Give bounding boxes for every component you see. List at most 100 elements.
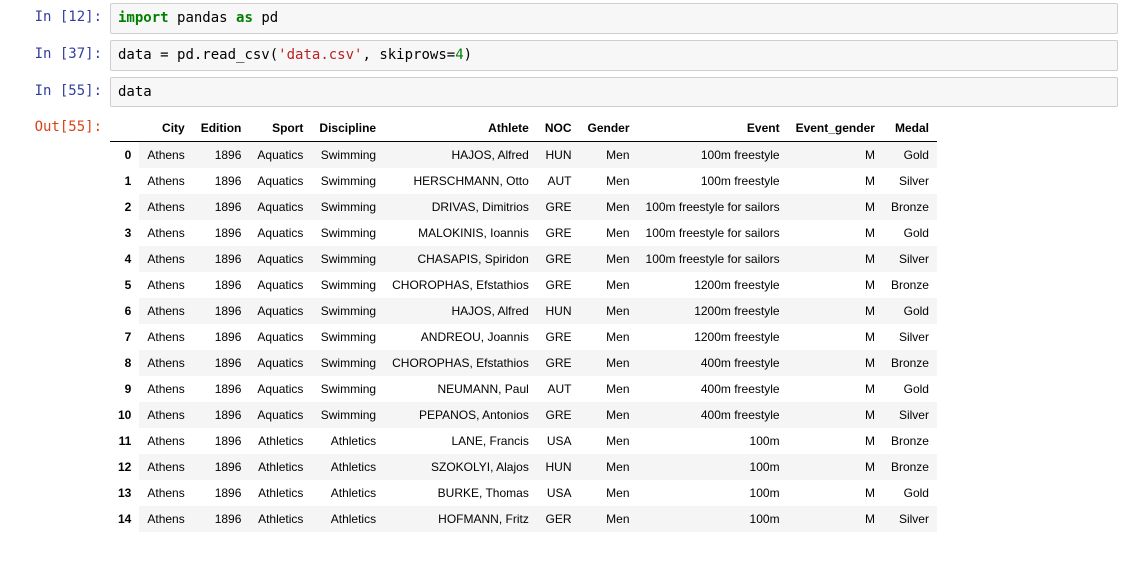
dataframe-column-header: City <box>139 115 192 142</box>
dataframe-cell: Men <box>580 350 638 376</box>
dataframe-cell: Bronze <box>883 428 937 454</box>
dataframe-cell: ANDREOU, Joannis <box>384 324 537 350</box>
code-input[interactable]: data = pd.read_csv('data.csv', skiprows=… <box>110 40 1118 71</box>
dataframe-body: 0Athens1896AquaticsSwimmingHAJOS, Alfred… <box>110 142 937 533</box>
dataframe-cell: Swimming <box>311 376 384 402</box>
dataframe-cell: Men <box>580 272 638 298</box>
dataframe-table: CityEditionSportDisciplineAthleteNOCGend… <box>110 115 937 532</box>
dataframe-cell: Aquatics <box>249 220 311 246</box>
dataframe-cell: Athens <box>139 480 192 506</box>
dataframe-row-index: 1 <box>110 168 139 194</box>
dataframe-cell: Swimming <box>311 324 384 350</box>
dataframe-cell: 1896 <box>193 480 250 506</box>
dataframe-cell: 1896 <box>193 324 250 350</box>
dataframe-cell: Athletics <box>311 454 384 480</box>
dataframe-cell: NEUMANN, Paul <box>384 376 537 402</box>
dataframe-cell: Men <box>580 220 638 246</box>
dataframe-row-index: 9 <box>110 376 139 402</box>
dataframe-cell: M <box>788 402 883 428</box>
dataframe-cell: Athens <box>139 220 192 246</box>
dataframe-cell: M <box>788 506 883 532</box>
dataframe-cell: PEPANOS, Antonios <box>384 402 537 428</box>
dataframe-header: CityEditionSportDisciplineAthleteNOCGend… <box>110 115 937 142</box>
table-row: 5Athens1896AquaticsSwimmingCHOROPHAS, Ef… <box>110 272 937 298</box>
dataframe-cell: 1896 <box>193 220 250 246</box>
dataframe-cell: Swimming <box>311 298 384 324</box>
dataframe-cell: 1896 <box>193 506 250 532</box>
dataframe-index-header <box>110 115 139 142</box>
table-row: 6Athens1896AquaticsSwimmingHAJOS, Alfred… <box>110 298 937 324</box>
dataframe-cell: Men <box>580 168 638 194</box>
dataframe-cell: DRIVAS, Dimitrios <box>384 194 537 220</box>
dataframe-cell: M <box>788 246 883 272</box>
dataframe-cell: Silver <box>883 402 937 428</box>
dataframe-cell: HAJOS, Alfred <box>384 298 537 324</box>
dataframe-cell: Bronze <box>883 454 937 480</box>
dataframe-row-index: 13 <box>110 480 139 506</box>
dataframe-cell: 1896 <box>193 376 250 402</box>
code-input[interactable]: data <box>110 77 1118 108</box>
dataframe-cell: GRE <box>537 402 580 428</box>
dataframe-cell: 1896 <box>193 194 250 220</box>
dataframe-cell: Aquatics <box>249 168 311 194</box>
dataframe-cell: Athletics <box>249 454 311 480</box>
dataframe-cell: Men <box>580 246 638 272</box>
dataframe-cell: 100m <box>638 428 788 454</box>
dataframe-cell: M <box>788 298 883 324</box>
dataframe-cell: 1896 <box>193 402 250 428</box>
dataframe-cell: 100m freestyle for sailors <box>638 246 788 272</box>
dataframe-cell: Athens <box>139 246 192 272</box>
table-row: 4Athens1896AquaticsSwimmingCHASAPIS, Spi… <box>110 246 937 272</box>
dataframe-cell: USA <box>537 480 580 506</box>
dataframe-cell: 400m freestyle <box>638 350 788 376</box>
dataframe-cell: Athens <box>139 376 192 402</box>
output-prompt: Out[55]: <box>0 113 110 140</box>
table-row: 3Athens1896AquaticsSwimmingMALOKINIS, Io… <box>110 220 937 246</box>
dataframe-cell: Aquatics <box>249 142 311 169</box>
dataframe-cell: HAJOS, Alfred <box>384 142 537 169</box>
dataframe-cell: LANE, Francis <box>384 428 537 454</box>
input-prompt: In [55]: <box>0 77 110 104</box>
dataframe-cell: M <box>788 350 883 376</box>
dataframe-column-header: Gender <box>580 115 638 142</box>
code-cell: In [37]: data = pd.read_csv('data.csv', … <box>0 37 1143 74</box>
dataframe-cell: Athens <box>139 402 192 428</box>
dataframe-cell: 1200m freestyle <box>638 324 788 350</box>
dataframe-cell: Men <box>580 402 638 428</box>
output-cell: Out[55]: CityEditionSportDisciplineAthle… <box>0 110 1143 535</box>
dataframe-cell: 400m freestyle <box>638 376 788 402</box>
dataframe-cell: GER <box>537 506 580 532</box>
dataframe-cell: HUN <box>537 142 580 169</box>
dataframe-cell: GRE <box>537 272 580 298</box>
dataframe-cell: Aquatics <box>249 272 311 298</box>
dataframe-cell: 1896 <box>193 350 250 376</box>
dataframe-cell: HUN <box>537 298 580 324</box>
dataframe-cell: CHOROPHAS, Efstathios <box>384 350 537 376</box>
dataframe-row-index: 0 <box>110 142 139 169</box>
dataframe-cell: Gold <box>883 142 937 169</box>
dataframe-cell: 1896 <box>193 272 250 298</box>
dataframe-cell: Athens <box>139 142 192 169</box>
dataframe-cell: 100m freestyle <box>638 142 788 169</box>
dataframe-cell: Athens <box>139 454 192 480</box>
code-cell: In [12]: import pandas as pd <box>0 0 1143 37</box>
code-input[interactable]: import pandas as pd <box>110 3 1118 34</box>
dataframe-cell: Gold <box>883 220 937 246</box>
dataframe-cell: Athens <box>139 194 192 220</box>
dataframe-cell: CHASAPIS, Spiridon <box>384 246 537 272</box>
dataframe-cell: M <box>788 194 883 220</box>
table-row: 7Athens1896AquaticsSwimmingANDREOU, Joan… <box>110 324 937 350</box>
table-row: 0Athens1896AquaticsSwimmingHAJOS, Alfred… <box>110 142 937 169</box>
dataframe-cell: Swimming <box>311 142 384 169</box>
dataframe-cell: Athletics <box>311 506 384 532</box>
dataframe-column-header: Event <box>638 115 788 142</box>
dataframe-row-index: 5 <box>110 272 139 298</box>
dataframe-cell: M <box>788 480 883 506</box>
dataframe-cell: 100m <box>638 480 788 506</box>
table-row: 9Athens1896AquaticsSwimmingNEUMANN, Paul… <box>110 376 937 402</box>
dataframe-cell: M <box>788 428 883 454</box>
dataframe-cell: Bronze <box>883 350 937 376</box>
dataframe-cell: Swimming <box>311 194 384 220</box>
dataframe-cell: M <box>788 376 883 402</box>
dataframe-cell: 1896 <box>193 168 250 194</box>
